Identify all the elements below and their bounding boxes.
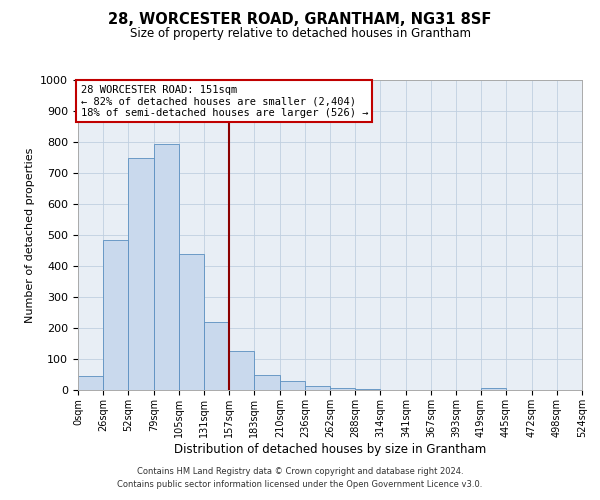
Y-axis label: Number of detached properties: Number of detached properties bbox=[25, 148, 35, 322]
X-axis label: Distribution of detached houses by size in Grantham: Distribution of detached houses by size … bbox=[174, 442, 486, 456]
Bar bbox=[78, 376, 103, 390]
Bar bbox=[128, 158, 154, 390]
Bar bbox=[254, 374, 280, 390]
Bar bbox=[280, 382, 305, 390]
Text: 28, WORCESTER ROAD, GRANTHAM, NG31 8SF: 28, WORCESTER ROAD, GRANTHAM, NG31 8SF bbox=[109, 12, 491, 28]
Bar bbox=[204, 322, 229, 390]
Bar bbox=[103, 240, 128, 390]
Bar bbox=[305, 386, 330, 390]
Bar bbox=[229, 351, 254, 390]
Bar bbox=[330, 388, 355, 390]
Text: 28 WORCESTER ROAD: 151sqm
← 82% of detached houses are smaller (2,404)
18% of se: 28 WORCESTER ROAD: 151sqm ← 82% of detac… bbox=[80, 84, 368, 118]
Bar bbox=[355, 389, 380, 390]
Bar bbox=[481, 388, 506, 390]
Text: Contains HM Land Registry data © Crown copyright and database right 2024.: Contains HM Land Registry data © Crown c… bbox=[137, 467, 463, 476]
Text: Size of property relative to detached houses in Grantham: Size of property relative to detached ho… bbox=[130, 28, 470, 40]
Bar bbox=[154, 144, 179, 390]
Text: Contains public sector information licensed under the Open Government Licence v3: Contains public sector information licen… bbox=[118, 480, 482, 489]
Bar bbox=[179, 254, 204, 390]
